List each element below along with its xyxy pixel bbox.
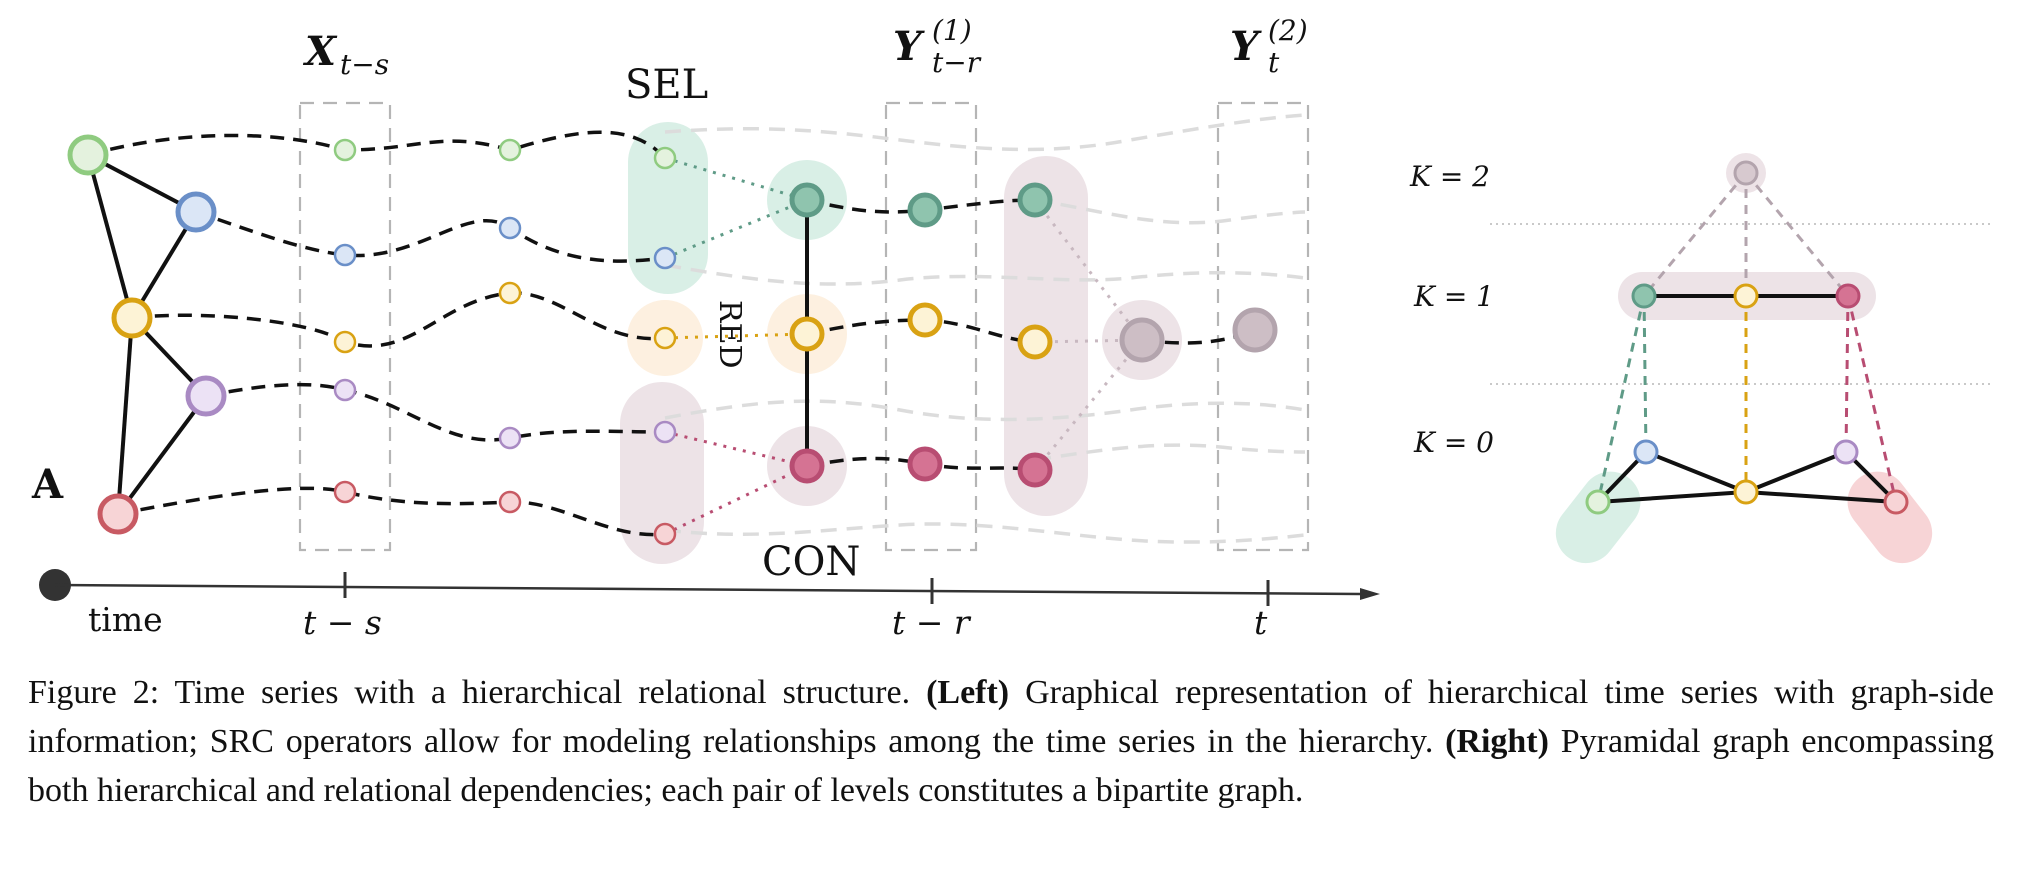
- series-green: [87, 130, 667, 160]
- pyramid-node-k1-orange: [1733, 283, 1759, 309]
- node-a-blue: [175, 191, 217, 233]
- pyramid-label-k0: K = 0: [1413, 426, 1494, 459]
- operator-connectors: [664, 156, 1144, 536]
- caption-right-bold: (Right): [1445, 723, 1549, 760]
- label-x-sub: t−s: [340, 48, 389, 81]
- node-a-green: [67, 134, 109, 176]
- label-y1: Y: [893, 23, 925, 70]
- series-small-nodes: [333, 138, 677, 546]
- series-orange: [131, 291, 666, 348]
- sel-band: [628, 122, 708, 294]
- aggregate-nodes: [789, 182, 1278, 488]
- pyramid-node-k0-orange: [1733, 479, 1759, 505]
- graph-a-nodes: [67, 134, 227, 535]
- con-band: [620, 382, 704, 564]
- node-red: [789, 316, 825, 352]
- node-top: [1119, 317, 1165, 363]
- caption-left-bold: (Left): [926, 674, 1010, 711]
- figure-caption: Figure 2: Time series with a hierarchica…: [28, 668, 1994, 815]
- caption-prefix: Figure 2: Time series with a hierarchica…: [28, 674, 927, 711]
- label-x: X: [302, 28, 338, 75]
- label-sel: SEL: [625, 62, 708, 108]
- axis-tick-t-minus-s: t − s: [303, 603, 382, 642]
- pyramid-node-k2: [1733, 160, 1759, 186]
- pyramid-node-k0-purple: [1833, 439, 1859, 465]
- window-y1-bracket: [884, 101, 978, 552]
- window-y2-bracket: [1216, 101, 1310, 552]
- label-y1-sub: t−r: [932, 46, 982, 79]
- caption-left-text: Graphical representation of hierarchical…: [28, 674, 1995, 760]
- axis-tick-t: t: [1254, 603, 1268, 642]
- label-y2: Y: [1230, 23, 1262, 70]
- label-y2-sup: (2): [1268, 14, 1308, 47]
- node-a-orange: [111, 297, 153, 339]
- label-y1-sup: (1): [932, 14, 972, 47]
- window-x-bracket: [298, 101, 392, 552]
- label-con: CON: [762, 539, 860, 585]
- operator-bands: [620, 122, 1182, 564]
- label-y2-sub: t: [1268, 46, 1280, 79]
- node-a-purple: [185, 375, 227, 417]
- label-adjacency: A: [31, 461, 64, 508]
- series-blue: [195, 210, 666, 263]
- caption-right-text: Pyramidal graph encompassing both hierar…: [28, 723, 1994, 809]
- hierarchical-time-series-figure: X t−s Y (1) t−r Y (2) t SEL RED CON A ti…: [31, 14, 1990, 642]
- pyramid-node-k1-teal: [1631, 283, 1657, 309]
- pyramid-node-k0-red: [1883, 489, 1909, 515]
- pyramid-node-k1-pink: [1835, 283, 1861, 309]
- label-red: RED: [712, 300, 747, 369]
- series-purple: [205, 382, 666, 442]
- node-sel: [789, 182, 825, 218]
- node-con: [789, 448, 825, 484]
- pyramid-node-k0-blue: [1633, 439, 1659, 465]
- axis-tick-t-minus-r: t − r: [892, 603, 972, 642]
- time-axis: [39, 569, 1380, 606]
- pyramid-label-k1: K = 1: [1413, 280, 1494, 313]
- faded-series: [664, 113, 1306, 544]
- pyramid-graph: [1490, 153, 1990, 564]
- window-brackets: [298, 101, 1310, 552]
- axis-time-label: time: [88, 600, 163, 639]
- pyramid-label-k2: K = 2: [1409, 160, 1490, 193]
- node-a-red: [97, 493, 139, 535]
- series-red: [117, 486, 666, 537]
- pyramid-node-k0-green: [1585, 489, 1611, 515]
